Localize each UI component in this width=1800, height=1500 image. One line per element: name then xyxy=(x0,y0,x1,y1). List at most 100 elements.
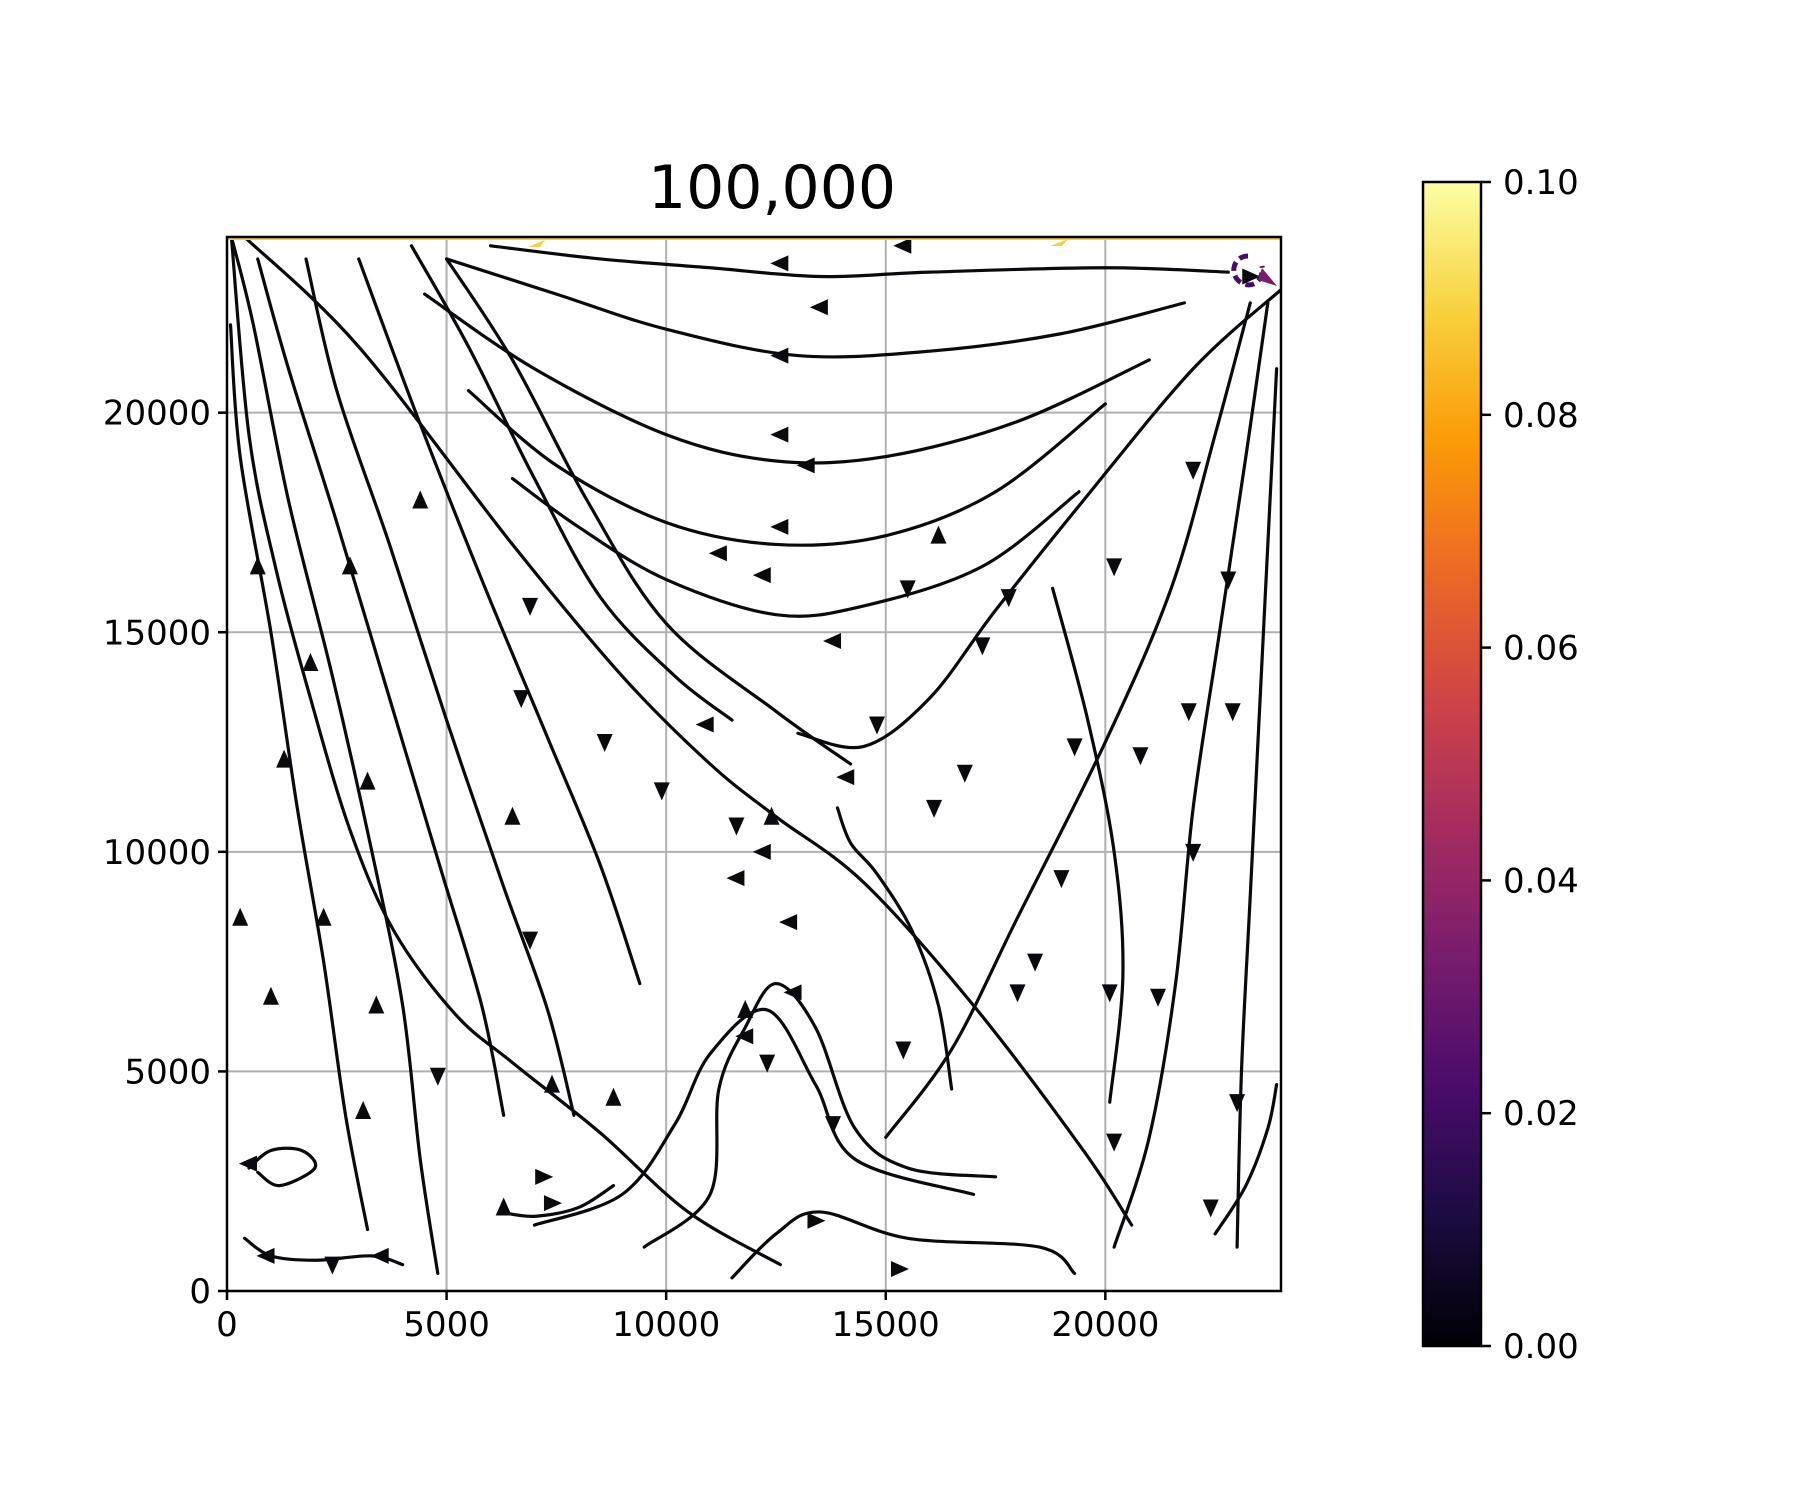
streamline xyxy=(242,237,1134,1227)
stream-arrow xyxy=(535,1168,554,1185)
streamline xyxy=(409,244,734,722)
streamlines xyxy=(228,237,1281,1280)
stream-arrow xyxy=(232,907,249,926)
stream-arrow xyxy=(1185,461,1202,480)
stream-arrow xyxy=(737,999,754,1018)
stream-arrow xyxy=(1185,843,1202,862)
colorbar-tick-label: 0.10 xyxy=(1503,163,1579,203)
stream-arrow xyxy=(302,652,319,671)
stream-arrow xyxy=(770,518,789,535)
stream-arrow xyxy=(412,490,429,509)
streamline xyxy=(228,323,370,1232)
stream-arrow xyxy=(956,764,973,783)
stream-arrow xyxy=(1224,703,1241,722)
stream-arrow xyxy=(513,690,530,709)
streamline xyxy=(730,1210,1077,1280)
y-axis-ticks: 0 5000 10000 15000 20000 xyxy=(103,394,227,1312)
stream-arrow xyxy=(1229,1094,1246,1113)
stream-arrow xyxy=(495,1197,512,1216)
stream-arrow xyxy=(368,995,385,1014)
stream-arrow xyxy=(653,782,670,801)
stream-arrow xyxy=(893,237,912,254)
stream-arrow xyxy=(825,1116,842,1135)
streamline xyxy=(304,257,576,1117)
streamline xyxy=(229,237,782,1267)
stream-arrow xyxy=(779,914,798,931)
x-tick-label: 10000 xyxy=(612,1305,720,1345)
stream-arrow xyxy=(276,749,293,768)
stream-arrow xyxy=(1106,558,1123,577)
stream-arrow xyxy=(759,1054,776,1073)
streamline xyxy=(488,244,1230,279)
stream-arrow xyxy=(809,299,828,316)
streamline xyxy=(796,288,1281,750)
stream-arrow xyxy=(522,931,539,950)
stream-arrow xyxy=(238,1155,257,1172)
stream-arrow xyxy=(262,986,279,1005)
stream-arrow xyxy=(695,716,714,733)
stream-arrow xyxy=(1242,268,1261,285)
stream-arrow xyxy=(836,769,855,786)
stream-arrow xyxy=(770,426,789,443)
x-tick-label: 5000 xyxy=(403,1305,490,1345)
stream-arrow xyxy=(256,1247,275,1264)
stream-arrow xyxy=(1180,703,1197,722)
streamline xyxy=(1213,1082,1279,1236)
stream-arrow xyxy=(763,806,780,825)
stream-arrow xyxy=(823,633,842,650)
x-axis-ticks: 0 5000 10000 15000 20000 xyxy=(216,1291,1159,1345)
streamline-arrows xyxy=(232,237,1261,1278)
x-tick-label: 15000 xyxy=(832,1305,940,1345)
colorbar-tick-label: 0.00 xyxy=(1503,1327,1579,1367)
streamline xyxy=(229,237,440,1276)
streamline xyxy=(466,389,1107,547)
stream-arrow xyxy=(429,1067,446,1086)
stream-arrow xyxy=(504,806,521,825)
stream-arrow xyxy=(315,907,332,926)
streamline xyxy=(1051,586,1125,1104)
streamline xyxy=(510,476,1081,618)
x-tick-label: 0 xyxy=(216,1305,238,1345)
streamline xyxy=(1235,367,1279,1249)
stream-arrow xyxy=(249,556,266,575)
stream-arrow xyxy=(752,567,771,584)
y-tick-label: 0 xyxy=(189,1272,211,1312)
stream-arrow xyxy=(1053,870,1070,889)
stream-arrow xyxy=(752,843,771,860)
y-tick-label: 10000 xyxy=(103,833,211,873)
streamline xyxy=(444,257,853,766)
stream-arrow xyxy=(1066,738,1083,757)
stream-arrow xyxy=(543,1195,562,1212)
stream-arrow xyxy=(522,597,539,616)
stream-arrow xyxy=(728,817,745,836)
stream-arrow xyxy=(895,1041,912,1060)
stream-arrow xyxy=(807,1212,826,1229)
stream-arrow xyxy=(1220,571,1237,590)
chart-title: 100,000 xyxy=(648,153,896,223)
stream-arrow xyxy=(770,255,789,272)
streamline xyxy=(884,301,1252,1139)
streamline xyxy=(423,292,1151,465)
corner-vortex xyxy=(1231,253,1277,288)
colorbar-tick-label: 0.08 xyxy=(1503,396,1579,436)
streamline xyxy=(835,806,954,1091)
stream-arrow xyxy=(899,580,916,599)
stream-arrow xyxy=(926,799,943,818)
stream-arrow xyxy=(543,1074,560,1093)
stream-arrow xyxy=(1202,1199,1219,1218)
stream-arrow xyxy=(770,347,789,364)
stream-arrow xyxy=(783,984,802,1001)
stream-arrow xyxy=(1027,953,1044,972)
stream-arrow xyxy=(605,1087,622,1106)
stream-arrow xyxy=(1000,589,1017,608)
colorbar: 0.00 0.02 0.04 0.06 0.08 0.10 xyxy=(1421,163,1579,1367)
colorbar-ticks: 0.00 0.02 0.04 0.06 0.08 0.10 xyxy=(1481,163,1579,1367)
y-tick-label: 15000 xyxy=(103,613,211,653)
stream-arrow xyxy=(708,545,727,562)
stream-arrow xyxy=(735,1028,754,1045)
streamline xyxy=(1112,301,1270,1249)
stream-arrow xyxy=(726,870,745,887)
colorbar-tick-label: 0.06 xyxy=(1503,629,1579,669)
colorbar-gradient xyxy=(1421,180,1483,1348)
